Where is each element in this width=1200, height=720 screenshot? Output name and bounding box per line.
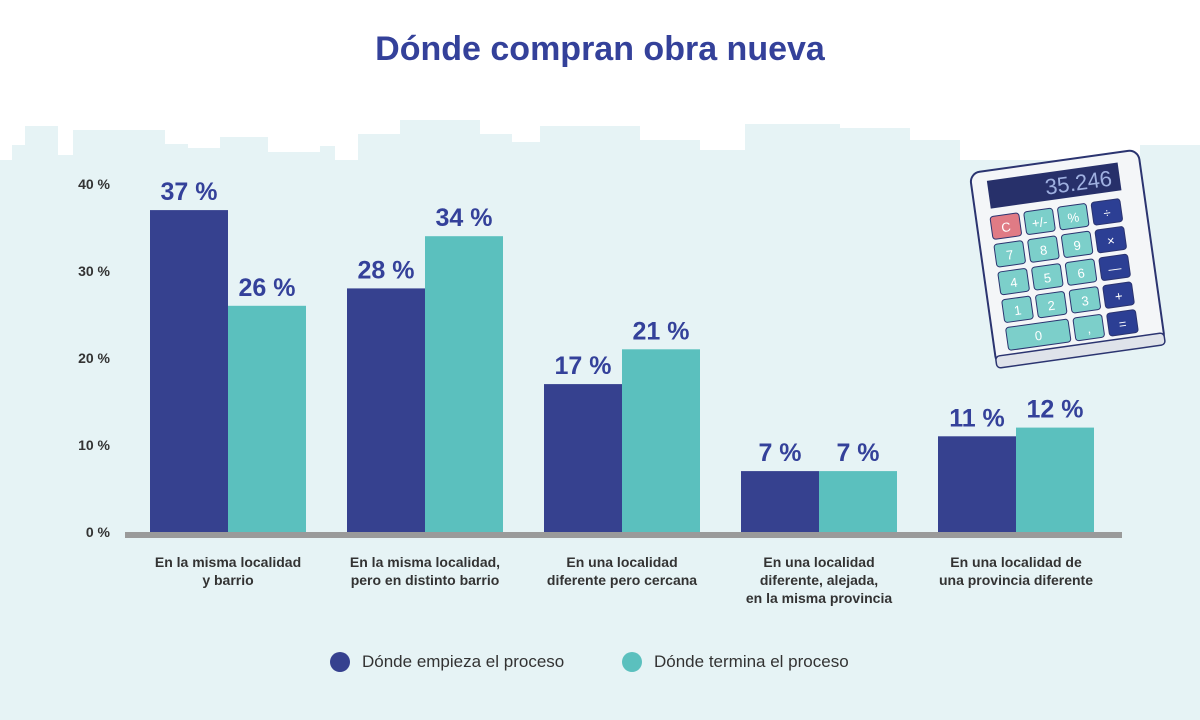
data-label: 37 % — [161, 178, 218, 206]
y-tick-label: 40 % — [78, 176, 110, 192]
calculator-key: % — [1057, 203, 1090, 231]
svg-text:5: 5 — [1043, 270, 1052, 286]
y-tick-label: 20 % — [78, 350, 110, 366]
category-label: En una localidad diferente, alejada, en la… — [745, 554, 893, 606]
data-label: 12 % — [1027, 396, 1084, 424]
bar — [819, 471, 897, 532]
calculator-key: 9 — [1061, 230, 1094, 258]
legend-swatch-end — [622, 652, 642, 672]
legend-label-end: Dónde termina el proceso — [654, 652, 849, 671]
bar — [622, 349, 700, 532]
calculator-key: 6 — [1064, 258, 1098, 286]
svg-text:0: 0 — [1034, 328, 1043, 344]
svg-text:C: C — [1000, 219, 1011, 235]
bar — [347, 288, 425, 532]
calculator-key: 7 — [993, 240, 1026, 268]
calculator-key: 8 — [1027, 235, 1060, 263]
svg-text:7: 7 — [1005, 247, 1014, 263]
svg-text:4: 4 — [1009, 275, 1018, 291]
data-label: 7 % — [758, 439, 801, 467]
svg-text:,: , — [1086, 321, 1092, 336]
svg-text:1: 1 — [1013, 302, 1022, 318]
bar — [150, 210, 228, 532]
svg-text:+: + — [1114, 288, 1124, 304]
bar — [228, 305, 306, 532]
legend-label-start: Dónde empieza el proceso — [362, 652, 565, 671]
calculator-key: + — [1102, 281, 1135, 309]
svg-text:6: 6 — [1077, 265, 1086, 281]
data-label: 34 % — [436, 204, 493, 232]
svg-text:3: 3 — [1080, 293, 1089, 309]
calculator-key: × — [1094, 226, 1127, 254]
y-tick-label: 0 % — [86, 524, 111, 540]
chart-title: Dónde compran obra nueva — [375, 30, 825, 68]
svg-text:+/-: +/- — [1031, 214, 1048, 231]
data-label: 28 % — [358, 256, 415, 284]
calculator-key: 0 — [1005, 318, 1072, 351]
bar — [1016, 427, 1094, 532]
calculator-key: — — [1098, 253, 1131, 281]
legend-item-end: Dónde termina el proceso — [622, 652, 849, 672]
svg-text:=: = — [1118, 316, 1128, 332]
calculator-key: = — [1106, 309, 1139, 337]
svg-text:×: × — [1106, 233, 1116, 249]
category-label: En la misma localidad, pero en distinto b… — [349, 554, 501, 588]
calculator-key: +/- — [1023, 207, 1056, 235]
calculator-key: , — [1072, 314, 1105, 342]
calculator-key: 4 — [997, 268, 1030, 296]
svg-text:8: 8 — [1039, 242, 1048, 258]
calculator-key: 1 — [1001, 295, 1034, 323]
data-label: 26 % — [239, 274, 296, 302]
calculator-illustration: 35.246 C +/-% ÷7 8 9 ×4 5 6 —1 2 3 +0, = — [969, 149, 1166, 369]
svg-text:%: % — [1067, 209, 1081, 226]
svg-text:2: 2 — [1047, 298, 1056, 314]
data-label: 7 % — [836, 439, 879, 467]
calculator-key: 5 — [1031, 263, 1064, 291]
bar — [741, 471, 819, 532]
calculator-key: ÷ — [1090, 198, 1123, 226]
calculator-key: 3 — [1068, 286, 1101, 314]
x-axis-line — [125, 532, 1122, 538]
bar — [938, 436, 1016, 532]
category-label: En una localidad de una provincia diferen… — [938, 554, 1094, 588]
calculator-key: 2 — [1035, 291, 1068, 319]
legend-item-start: Dónde empieza el proceso — [330, 652, 564, 672]
bar — [544, 384, 622, 532]
y-tick-label: 30 % — [78, 263, 110, 279]
svg-text:÷: ÷ — [1102, 205, 1111, 221]
data-label: 21 % — [633, 317, 690, 345]
data-label: 17 % — [555, 352, 612, 380]
category-label: En la misma localidad y barrio — [154, 554, 302, 588]
y-tick-label: 10 % — [78, 437, 110, 453]
data-label: 11 % — [949, 404, 1005, 432]
calculator-key: C — [989, 212, 1022, 240]
legend-swatch-start — [330, 652, 350, 672]
svg-text:9: 9 — [1073, 237, 1082, 253]
category-label: En una localidad diferente pero cercana — [546, 554, 698, 588]
svg-text:—: — — [1107, 260, 1122, 277]
bar — [425, 236, 503, 532]
